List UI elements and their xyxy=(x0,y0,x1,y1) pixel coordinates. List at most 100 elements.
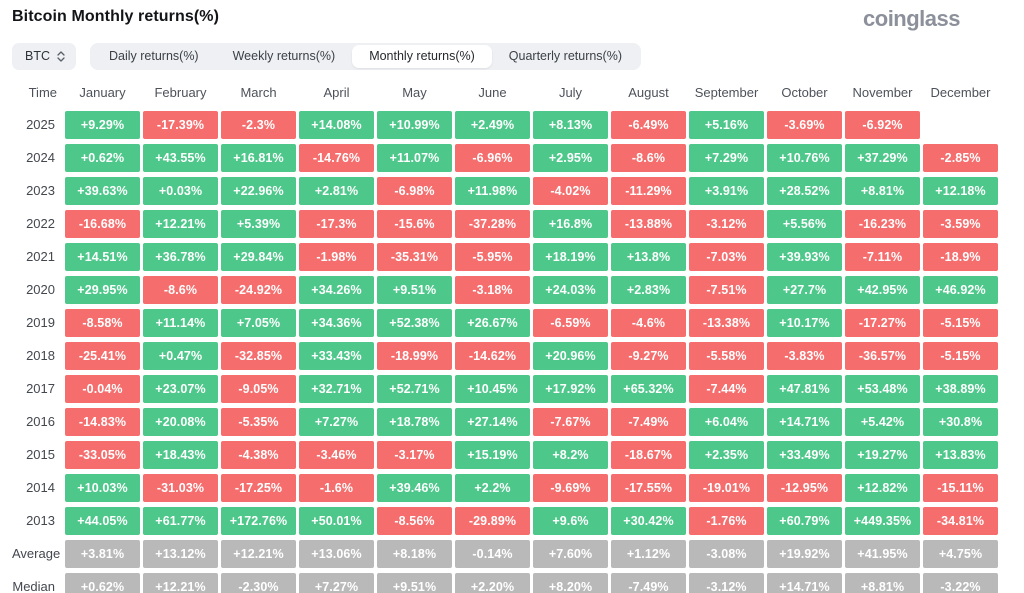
table-row-2016: 2016 -14.83% +20.08% -5.35% +7.27% +18.78% +27… xyxy=(12,405,998,438)
return-cell: -13.88% xyxy=(611,209,686,238)
return-cell: +8.2% xyxy=(533,440,608,469)
return-cell: -6.49% xyxy=(611,110,686,139)
return-cell: +23.07% xyxy=(143,374,218,403)
row-label: Median xyxy=(12,579,55,593)
return-cell: -8.6% xyxy=(143,275,218,304)
column-header-august: August xyxy=(628,84,669,100)
return-cell: -7.51% xyxy=(689,275,764,304)
return-cell: -17.27% xyxy=(845,308,920,337)
return-cell: -11.29% xyxy=(611,176,686,205)
column-header-march: March xyxy=(240,84,277,100)
return-cell: +7.29% xyxy=(689,143,764,172)
return-cell: -15.6% xyxy=(377,209,452,238)
tab-weekly-returns[interactable]: Weekly returns(%) xyxy=(216,45,353,68)
return-cell: +11.98% xyxy=(455,176,530,205)
return-cell: +12.21% xyxy=(221,539,296,568)
return-cell: -9.27% xyxy=(611,341,686,370)
return-cell: -3.12% xyxy=(689,572,764,593)
table-row-2023: 2023 +39.63% +0.03% +22.96% +2.81% -6.98% +11.… xyxy=(12,174,998,207)
return-cell: +12.82% xyxy=(845,473,920,502)
return-cell: +9.51% xyxy=(377,572,452,593)
symbol-selector[interactable]: BTC xyxy=(12,42,76,70)
tab-quarterly-returns[interactable]: Quarterly returns(%) xyxy=(492,45,639,68)
row-label: 2021 xyxy=(26,249,55,264)
return-cell: +12.18% xyxy=(923,176,998,205)
return-cell: -3.17% xyxy=(377,440,452,469)
return-cell: +24.03% xyxy=(533,275,608,304)
return-cell: -29.89% xyxy=(455,506,530,535)
return-cell: +22.96% xyxy=(221,176,296,205)
return-cell: -34.81% xyxy=(923,506,998,535)
return-cell: +32.71% xyxy=(299,374,374,403)
return-cell: -1.76% xyxy=(689,506,764,535)
table-row-median: Median +0.62% +12.21% -2.30% +7.27% +9.51% +2.… xyxy=(12,570,998,593)
return-cell: -5.58% xyxy=(689,341,764,370)
return-cell: +50.01% xyxy=(299,506,374,535)
table-row-2021: 2021 +14.51% +36.78% +29.84% -1.98% -35.31% -5… xyxy=(12,240,998,273)
return-cell: +29.84% xyxy=(221,242,296,271)
return-cell: +13.12% xyxy=(143,539,218,568)
return-cell: -3.12% xyxy=(689,209,764,238)
row-label: 2014 xyxy=(26,480,55,495)
return-cell: +18.19% xyxy=(533,242,608,271)
return-cell: +2.49% xyxy=(455,110,530,139)
return-cell: -7.67% xyxy=(533,407,608,436)
table-row-2020: 2020 +29.95% -8.6% -24.92% +34.26% +9.51% -3.1… xyxy=(12,273,998,306)
return-cell: -6.92% xyxy=(845,110,920,139)
return-cell: +33.49% xyxy=(767,440,842,469)
table-row-2017: 2017 -0.04% +23.07% -9.05% +32.71% +52.71% +10… xyxy=(12,372,998,405)
return-cell: +8.20% xyxy=(533,572,608,593)
row-label: 2025 xyxy=(26,117,55,132)
return-cell: +38.89% xyxy=(923,374,998,403)
return-cell: +172.76% xyxy=(221,506,296,535)
return-cell: +9.6% xyxy=(533,506,608,535)
tab-daily-returns[interactable]: Daily returns(%) xyxy=(92,45,216,68)
table-row-2013: 2013 +44.05% +61.77% +172.76% +50.01% -8.56% -… xyxy=(12,504,998,537)
return-cell: -8.56% xyxy=(377,506,452,535)
column-header-october: October xyxy=(781,84,828,100)
table-row-2018: 2018 -25.41% +0.47% -32.85% +33.43% -18.99% -1… xyxy=(12,339,998,372)
return-cell: -7.44% xyxy=(689,374,764,403)
return-cell: +8.81% xyxy=(845,176,920,205)
tab-monthly-returns[interactable]: Monthly returns(%) xyxy=(352,44,492,68)
return-cell: +30.8% xyxy=(923,407,998,436)
return-cell: +52.71% xyxy=(377,374,452,403)
return-cell: +26.67% xyxy=(455,308,530,337)
return-cell: -8.6% xyxy=(611,143,686,172)
return-cell: +37.29% xyxy=(845,143,920,172)
return-cell: +18.78% xyxy=(377,407,452,436)
column-header-june: June xyxy=(478,84,507,100)
return-cell: +3.81% xyxy=(65,539,140,568)
symbol-selector-label: BTC xyxy=(25,49,50,63)
table-row-2024: 2024 +0.62% +43.55% +16.81% -14.76% +11.07% -6… xyxy=(12,141,998,174)
sort-arrows-icon xyxy=(57,50,65,62)
return-cell: +17.92% xyxy=(533,374,608,403)
return-cell: +0.62% xyxy=(65,143,140,172)
return-cell: -0.04% xyxy=(65,374,140,403)
return-cell: +8.81% xyxy=(845,572,920,593)
return-cell: +14.08% xyxy=(299,110,374,139)
return-cell: -15.11% xyxy=(923,473,998,502)
return-cell: +2.95% xyxy=(533,143,608,172)
return-cell: -2.3% xyxy=(221,110,296,139)
return-cell xyxy=(923,111,998,139)
return-cell: +33.43% xyxy=(299,341,374,370)
return-cell: +41.95% xyxy=(845,539,920,568)
return-cell: -12.95% xyxy=(767,473,842,502)
return-cell: +12.21% xyxy=(143,209,218,238)
return-cell: +53.48% xyxy=(845,374,920,403)
return-cell: +61.77% xyxy=(143,506,218,535)
return-cell: -5.35% xyxy=(221,407,296,436)
return-cell: +4.75% xyxy=(923,539,998,568)
return-cell: -14.62% xyxy=(455,341,530,370)
return-cell: +5.16% xyxy=(689,110,764,139)
return-cell: -24.92% xyxy=(221,275,296,304)
return-cell: -16.68% xyxy=(65,209,140,238)
return-cell: +5.42% xyxy=(845,407,920,436)
return-cell: +1.12% xyxy=(611,539,686,568)
return-cell: +43.55% xyxy=(143,143,218,172)
row-label: Average xyxy=(12,546,61,561)
page-title: Bitcoin Monthly returns(%) xyxy=(12,8,220,25)
return-cell: -31.03% xyxy=(143,473,218,502)
